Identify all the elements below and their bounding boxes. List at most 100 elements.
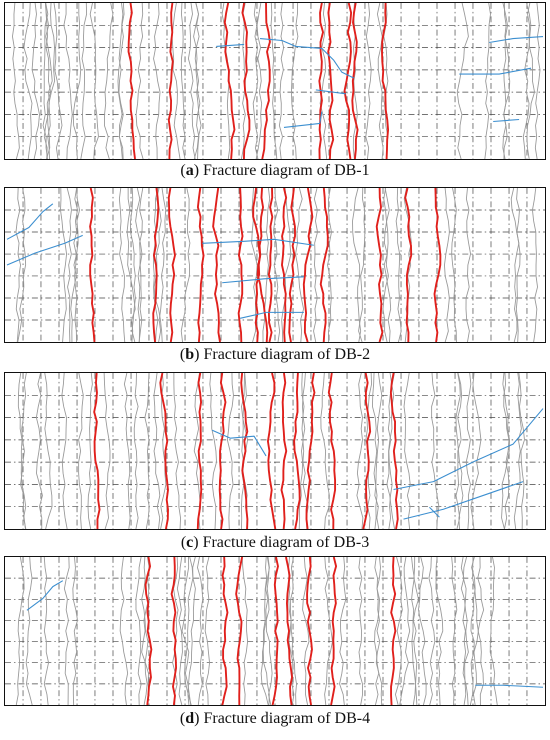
major-crack (223, 3, 236, 159)
minor-crack (451, 557, 458, 705)
horizontal-crack (493, 118, 520, 123)
minor-crack (193, 3, 201, 159)
fracture-panel-a (4, 2, 546, 160)
minor-cracks-d (15, 557, 498, 705)
minor-crack (72, 3, 82, 159)
fracture-panel-c (4, 372, 546, 530)
horizontal-crack (403, 481, 524, 520)
horizontal-crack (202, 238, 314, 246)
fracture-diagram-d (5, 557, 545, 705)
horizontal-cracks-c (212, 408, 544, 520)
horizontal-crack (260, 38, 354, 79)
minor-crack (428, 557, 436, 705)
major-crack (319, 188, 329, 342)
minor-crack (365, 3, 372, 159)
horizontal-crack (212, 429, 267, 457)
minor-crack (352, 188, 362, 342)
minor-crack (339, 557, 347, 705)
grid-b (5, 188, 545, 342)
minor-crack (451, 188, 457, 342)
minor-crack (356, 373, 364, 529)
minor-crack (118, 3, 125, 159)
major-crack (318, 3, 324, 159)
major-crack (390, 557, 397, 705)
minor-crack (456, 3, 469, 159)
minor-crack (513, 373, 522, 529)
minor-crack (117, 3, 124, 159)
fracture-diagram-c (5, 373, 545, 529)
minor-crack (171, 3, 181, 159)
minor-crack (153, 3, 161, 159)
minor-crack (60, 188, 68, 342)
minor-crack (204, 557, 210, 705)
major-crack (362, 373, 372, 529)
minor-crack (126, 188, 136, 342)
minor-crack (252, 3, 259, 159)
minor-crack (526, 3, 535, 159)
minor-crack (382, 188, 390, 342)
minor-crack (63, 557, 70, 705)
major-crack (241, 3, 251, 159)
minor-crack (118, 188, 126, 342)
minor-crack (119, 557, 129, 705)
minor-crack (209, 373, 217, 529)
minor-crack (23, 3, 33, 159)
major-cracks-a (127, 3, 390, 159)
minor-crack (444, 188, 450, 342)
minor-crack (383, 188, 392, 342)
minor-crack (327, 188, 332, 342)
major-crack (306, 557, 313, 705)
minor-crack (375, 557, 383, 705)
minor-crack (503, 373, 510, 529)
minor-crack (129, 188, 136, 342)
major-crack (327, 373, 337, 529)
major-crack (93, 373, 101, 529)
minor-crack (187, 3, 196, 159)
minor-crack (358, 557, 364, 705)
minor-crack (399, 557, 411, 705)
horizontal-crack (216, 43, 245, 47)
minor-crack (17, 188, 27, 342)
minor-crack (180, 188, 191, 342)
minor-crack (141, 557, 149, 705)
minor-crack (66, 188, 72, 342)
minor-crack (265, 557, 273, 705)
minor-crack (241, 557, 249, 705)
major-crack (327, 3, 335, 159)
minor-crack (35, 373, 43, 529)
minor-crack (25, 557, 33, 705)
minor-crack (319, 3, 328, 159)
minor-crack (135, 557, 142, 705)
minor-crack (313, 188, 319, 342)
horizontal-crack (393, 408, 544, 491)
minor-crack (374, 373, 383, 529)
minor-crack (43, 557, 49, 705)
minor-crack (358, 188, 366, 342)
minor-crack (172, 557, 179, 705)
minor-crack (262, 557, 270, 705)
fracture-panel-d (4, 556, 546, 706)
minor-crack (484, 3, 491, 159)
minor-crack (281, 188, 292, 342)
major-crack (144, 557, 153, 705)
horizontal-cracks-d (26, 580, 544, 688)
minor-cracks-b (15, 188, 538, 342)
horizontal-crack (6, 203, 54, 240)
caption-text-c: Fracture diagram of DB-3 (202, 534, 370, 551)
minor-crack (103, 3, 114, 159)
major-crack (267, 188, 274, 342)
minor-crack (395, 188, 402, 342)
minor-crack (193, 3, 202, 159)
minor-crack (176, 557, 183, 705)
major-crack (256, 188, 269, 342)
major-crack (152, 188, 160, 342)
minor-crack (73, 188, 78, 342)
minor-crack (141, 557, 150, 705)
major-crack (288, 188, 296, 342)
minor-crack (412, 557, 419, 705)
minor-crack (15, 188, 21, 342)
minor-crack (455, 373, 463, 529)
major-crack (89, 188, 96, 342)
major-crack (261, 3, 271, 159)
minor-crack (411, 557, 418, 705)
